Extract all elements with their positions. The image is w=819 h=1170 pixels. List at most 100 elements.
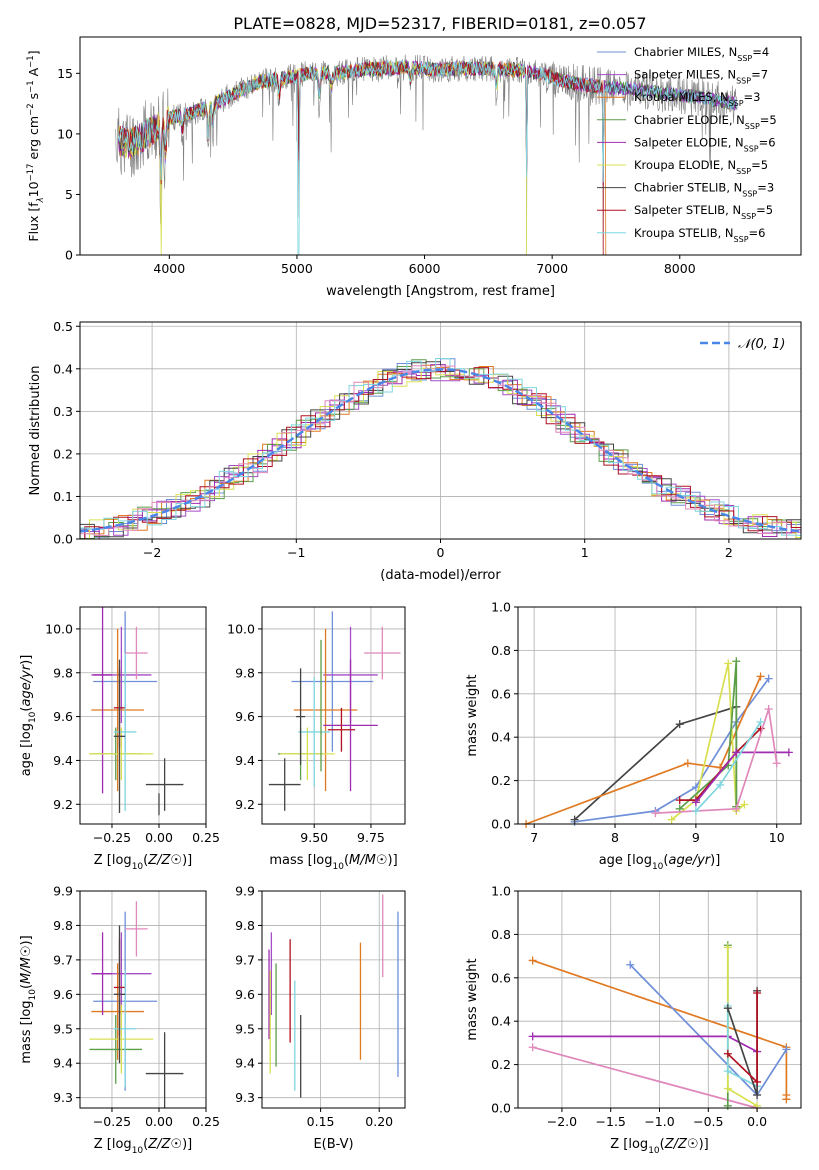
y-tick-label: 0.6 — [491, 686, 511, 701]
label-part: Z [log — [94, 853, 132, 868]
x-tick-label: −1 — [287, 545, 305, 560]
x-tick-label: 5000 — [281, 261, 313, 276]
x-tick-label: 0.25 — [192, 1114, 220, 1129]
y-tick-label: 9.5 — [235, 1021, 255, 1036]
weight-line — [532, 1046, 758, 1109]
y-tick-label: 9.5 — [53, 1021, 73, 1036]
y-tick-label: 9.6 — [53, 709, 73, 724]
histogram-step — [80, 370, 801, 539]
legend-label-sub: SSP — [742, 189, 757, 198]
label-part: age [log — [19, 723, 34, 776]
x-tick-label: 7000 — [536, 261, 568, 276]
legend-label-part: =5 — [760, 113, 777, 127]
plus-marker — [764, 704, 773, 713]
x-tick-label: 0.00 — [145, 1114, 173, 1129]
label-part: )] — [19, 935, 34, 945]
plus-marker — [691, 798, 700, 807]
label-part: ( — [344, 853, 349, 868]
axes-frame — [261, 606, 406, 825]
x-tick-label: −2.0 — [547, 1114, 577, 1129]
label-italic: M/M☉ — [349, 853, 387, 868]
y-axis-label: age [log10(age/yr)] — [19, 655, 38, 777]
label-part: ( — [660, 1137, 665, 1152]
legend-label: Kroupa ELODIE, NSSP=5 — [634, 158, 768, 176]
legend-label: Kroupa STELIB, NSSP=6 — [634, 226, 765, 244]
label-part: Z [log — [610, 1137, 648, 1152]
x-tick-label: 9.75 — [357, 830, 385, 845]
plus-marker — [740, 800, 749, 809]
y-tick-label: 9.7 — [235, 952, 255, 967]
y-tick-label: 9.6 — [235, 987, 255, 1002]
y-tick-label: 9.4 — [53, 1056, 73, 1071]
label-subscript: 10 — [28, 989, 38, 1001]
axes-frame — [79, 606, 207, 825]
legend-label: Chabrier ELODIE, NSSP=5 — [634, 113, 777, 131]
label-subscript: 10 — [652, 862, 664, 872]
y-axis-label: mass [log10(M/M☉)] — [19, 935, 38, 1063]
legend-label-sub: SSP — [729, 99, 744, 108]
legend-label-part: Kroupa ELODIE, N — [634, 158, 736, 172]
x-tick-label: −1.0 — [644, 1114, 674, 1129]
y-tick-label: 0.0 — [53, 532, 73, 547]
y-tick-label: 0.8 — [491, 643, 511, 658]
x-axis-label: age [log10(age/yr)] — [599, 853, 721, 872]
errorbar-point — [327, 707, 356, 752]
x-axis-label: Z [log10(Z/Z☉)] — [94, 1137, 192, 1156]
y-tick-label: 0.0 — [491, 817, 511, 832]
plus-marker — [651, 809, 660, 818]
y-axis-label-part: −1 — [26, 80, 36, 93]
errorbar-point — [89, 727, 154, 781]
errorbar-point — [91, 963, 144, 1060]
y-tick-label: 15 — [57, 66, 73, 81]
label-subscript: 10 — [132, 1146, 144, 1156]
y-tick-label: 0.2 — [53, 446, 73, 461]
errorbar-point — [93, 932, 112, 1015]
errorbar-point — [298, 677, 331, 787]
y-axis-label-part: erg cm — [26, 116, 41, 164]
legend-label: Salpeter STELIB, NSSP=5 — [634, 203, 773, 221]
y-tick-label: 9.3 — [235, 1090, 255, 1105]
y-tick-label: 10.0 — [227, 621, 255, 636]
y-tick-label: 9.6 — [53, 987, 73, 1002]
y-tick-label: 9.4 — [53, 753, 73, 768]
errorbar-point — [268, 758, 301, 811]
histogram-step — [80, 364, 801, 539]
massweight_vs_Z-panel: −2.0 −1.5 −1.0 −0.5 0.0 0.0 0.2 0.4 0.6 0.8 1.0 Z [… — [465, 884, 802, 1156]
y-axis-label-part: −1 — [26, 55, 36, 68]
y-tick-label: 0.8 — [491, 927, 511, 942]
plus-marker — [723, 1101, 732, 1110]
y-tick-label: 9.8 — [53, 665, 73, 680]
y-tick-label: 0.4 — [491, 1014, 511, 1029]
y-tick-label: 9.2 — [53, 797, 73, 812]
label-italic: age/yr — [668, 853, 711, 868]
plus-marker — [723, 1049, 732, 1058]
label-part: )] — [182, 1137, 192, 1152]
mass_vs_EBV-panel: 0.15 0.20 9.3 9.4 9.5 9.6 9.7 9.8 9.9 E(B-V) — [235, 884, 406, 1152]
label-part: ( — [19, 984, 34, 989]
errorbar-point — [91, 628, 144, 792]
x-tick-label: 8000 — [664, 261, 696, 276]
weight-line — [574, 705, 738, 821]
y-tick-label: 9.8 — [53, 918, 73, 933]
legend-label-part: Salpeter MILES, N — [634, 68, 736, 82]
y-axis-label-part: −2 — [26, 103, 36, 116]
y-tick-label: 9.3 — [53, 1090, 73, 1105]
figure-title: PLATE=0828, MJD=52317, FIBERID=0181, z=0… — [233, 14, 646, 33]
legend-label-part: Salpeter STELIB, N — [634, 203, 741, 217]
legend-label-sub: SSP — [736, 167, 751, 176]
y-axis-label-part: A — [26, 67, 41, 80]
y-tick-label: 0.0 — [491, 1101, 511, 1116]
x-axis-label: E(B-V) — [313, 1137, 353, 1152]
label-part: )] — [388, 853, 398, 868]
y-tick-label: 9.9 — [235, 884, 255, 899]
plus-marker — [528, 1032, 537, 1041]
histogram-step — [80, 358, 801, 536]
plus-marker — [764, 674, 773, 683]
x-tick-label: −0.25 — [93, 830, 131, 845]
errorbar-point — [113, 653, 137, 811]
plus-marker — [723, 1004, 732, 1013]
errorbar-point — [93, 607, 112, 794]
y-tick-label: 0.6 — [491, 970, 511, 985]
plus-marker — [753, 988, 762, 997]
x-tick-label: 0.25 — [192, 830, 220, 845]
